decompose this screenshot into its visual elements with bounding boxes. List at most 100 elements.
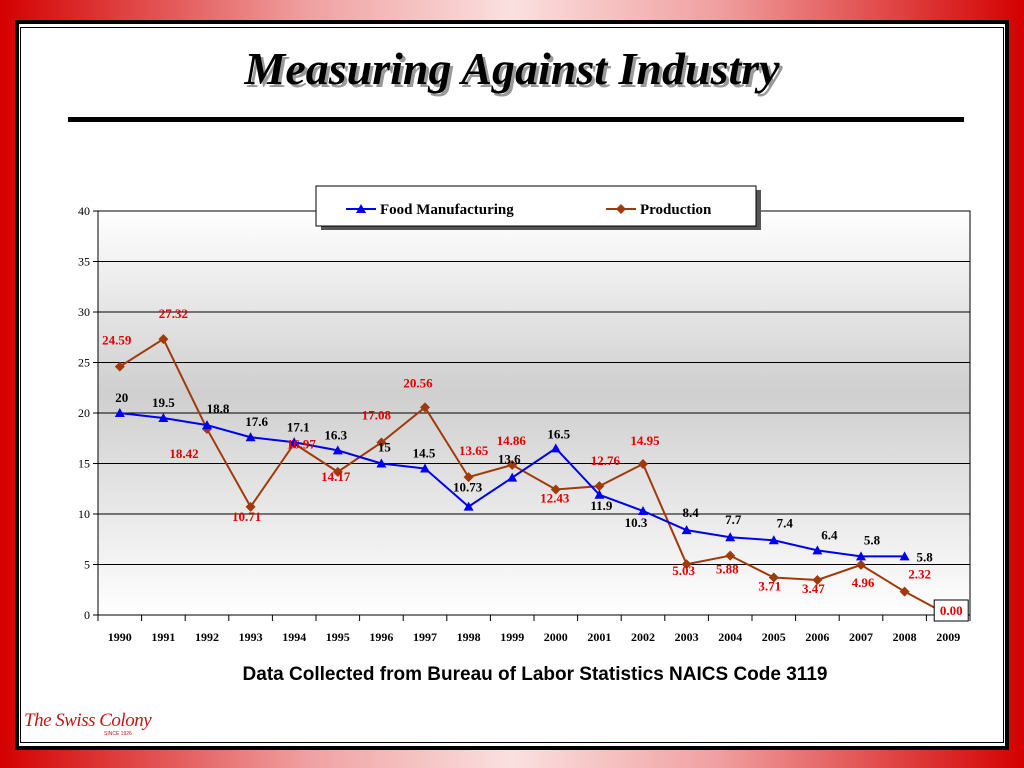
production-data-label: 14.86 bbox=[497, 433, 527, 448]
food-manufacturing-data-label: 6.4 bbox=[821, 527, 838, 542]
page-title: Measuring Against Industry bbox=[244, 43, 780, 94]
production-data-label: 0.00 bbox=[940, 603, 963, 618]
data-labels-layer: 20 19.5 18.8 17.6 17.1 16.3 15 14.5 10.73 13.6 16.… bbox=[102, 306, 969, 622]
food-manufacturing-point bbox=[768, 535, 779, 545]
production-data-label: 3.71 bbox=[758, 579, 781, 594]
y-tick-label: 30 bbox=[78, 305, 90, 319]
production-point bbox=[332, 466, 343, 477]
production-data-label: 4.96 bbox=[852, 575, 875, 590]
production-data-label: 27.32 bbox=[159, 306, 188, 321]
production-data-label: 16.97 bbox=[287, 437, 317, 452]
production-point bbox=[420, 402, 430, 413]
food-manufacturing-data-label: 15 bbox=[378, 440, 392, 455]
production-point bbox=[594, 481, 605, 492]
food-manufacturing-data-label: 19.5 bbox=[152, 395, 175, 410]
x-tick-label: 2002 bbox=[631, 630, 655, 644]
production-data-label: 18.42 bbox=[169, 446, 198, 461]
production-point bbox=[899, 586, 910, 597]
food-manufacturing-point bbox=[812, 545, 823, 555]
legend-food-label: Food Manufacturing bbox=[380, 202, 514, 218]
production-data-label: 17.08 bbox=[362, 407, 392, 422]
x-tick-label: 2007 bbox=[849, 630, 873, 644]
y-tick-label: 5 bbox=[84, 558, 90, 572]
x-tick-label: 1997 bbox=[413, 630, 437, 644]
x-tick-label: 1990 bbox=[108, 630, 132, 644]
production-data-label: 12.76 bbox=[591, 453, 621, 468]
legend-diamond-icon bbox=[616, 204, 626, 214]
food-manufacturing-point bbox=[856, 551, 866, 561]
x-tick-label: 1999 bbox=[500, 630, 524, 644]
production-point bbox=[550, 484, 561, 495]
food-manufacturing-data-label: 10.3 bbox=[625, 515, 648, 530]
x-tick-label: 2008 bbox=[893, 630, 917, 644]
y-tick-label: 0 bbox=[84, 608, 90, 622]
food-manufacturing-data-label: 14.5 bbox=[413, 446, 436, 461]
production-data-label: 3.47 bbox=[802, 581, 825, 596]
x-tick-label: 2000 bbox=[544, 630, 568, 644]
food-manufacturing-data-label: 11.9 bbox=[590, 498, 613, 513]
food-manufacturing-data-label: 10.73 bbox=[453, 480, 483, 495]
production-data-label: 5.88 bbox=[716, 562, 739, 577]
x-tick-label: 2005 bbox=[762, 630, 786, 644]
y-axis-ticks: 0 5 10 15 20 25 30 35 40 bbox=[78, 204, 98, 622]
food-manufacturing-point bbox=[376, 458, 387, 468]
food-manufacturing-data-label: 20 bbox=[115, 390, 128, 405]
production-point bbox=[856, 559, 866, 570]
production-data-label: 13.65 bbox=[459, 443, 489, 458]
production-data-label: 12.43 bbox=[540, 490, 570, 505]
production-point bbox=[768, 572, 779, 583]
food-manufacturing-point bbox=[420, 463, 430, 473]
food-manufacturing-data-label: 13.6 bbox=[498, 452, 521, 467]
legend: Food Manufacturing Production bbox=[315, 185, 761, 230]
production-series-line bbox=[119, 337, 949, 616]
production-point bbox=[158, 334, 169, 345]
x-axis-ticks: 1990 1991 1992 1993 1994 1995 1996 1997 1998 1999… bbox=[97, 615, 971, 644]
production-point bbox=[812, 574, 823, 585]
x-tick-label: 1994 bbox=[282, 630, 306, 644]
x-tick-label: 2009 bbox=[936, 630, 960, 644]
x-tick-label: 1991 bbox=[151, 630, 175, 644]
production-data-label: 10.71 bbox=[232, 509, 261, 524]
food-manufacturing-point bbox=[550, 443, 561, 453]
production-point bbox=[725, 550, 736, 561]
food-manufacturing-point bbox=[332, 445, 343, 455]
production-point bbox=[681, 559, 692, 570]
food-manufacturing-point bbox=[114, 408, 125, 417]
food-manufacturing-data-label: 7.4 bbox=[777, 515, 794, 530]
production-point bbox=[507, 459, 518, 470]
production-point bbox=[463, 472, 474, 483]
data-source-caption: Data Collected from Bureau of Labor Stat… bbox=[242, 664, 828, 685]
title-divider bbox=[68, 117, 964, 122]
food-manufacturing-data-label: 16.3 bbox=[324, 427, 347, 442]
food-manufacturing-data-label: 18.8 bbox=[207, 401, 230, 416]
production-data-label: 5.03 bbox=[672, 563, 695, 578]
food-manufacturing-data-label: 7.7 bbox=[725, 512, 742, 527]
y-tick-label: 40 bbox=[78, 204, 90, 218]
food-manufacturing-data-label: 16.5 bbox=[547, 426, 570, 441]
food-manufacturing-point bbox=[638, 505, 648, 515]
x-tick-label: 2001 bbox=[587, 630, 611, 644]
x-tick-label: 1992 bbox=[195, 630, 219, 644]
company-logo: The Swiss Colony bbox=[24, 710, 152, 731]
production-data-label: 24.59 bbox=[102, 333, 132, 348]
company-logo-subtext: SINCE 1926 bbox=[104, 731, 132, 737]
x-tick-label: 1998 bbox=[457, 630, 481, 644]
x-tick-label: 1995 bbox=[326, 630, 350, 644]
food-manufacturing-point bbox=[594, 489, 605, 499]
x-tick-label: 1993 bbox=[239, 630, 263, 644]
legend-triangle-icon bbox=[356, 204, 366, 213]
food-manufacturing-point bbox=[681, 525, 692, 535]
food-manufacturing-data-label: 5.8 bbox=[916, 549, 933, 564]
x-tick-label: 1996 bbox=[369, 630, 393, 644]
food-manufacturing-point bbox=[245, 432, 256, 442]
y-tick-label: 10 bbox=[78, 507, 90, 521]
y-tick-label: 15 bbox=[78, 457, 90, 471]
food-manufacturing-data-label: 17.1 bbox=[287, 419, 310, 434]
food-manufacturing-data-label: 8.4 bbox=[682, 505, 699, 520]
legend-production-label: Production bbox=[640, 202, 712, 218]
x-tick-label: 2004 bbox=[718, 630, 742, 644]
food-manufacturing-point bbox=[289, 437, 300, 447]
x-tick-label: 2006 bbox=[805, 630, 829, 644]
production-point bbox=[114, 361, 125, 372]
